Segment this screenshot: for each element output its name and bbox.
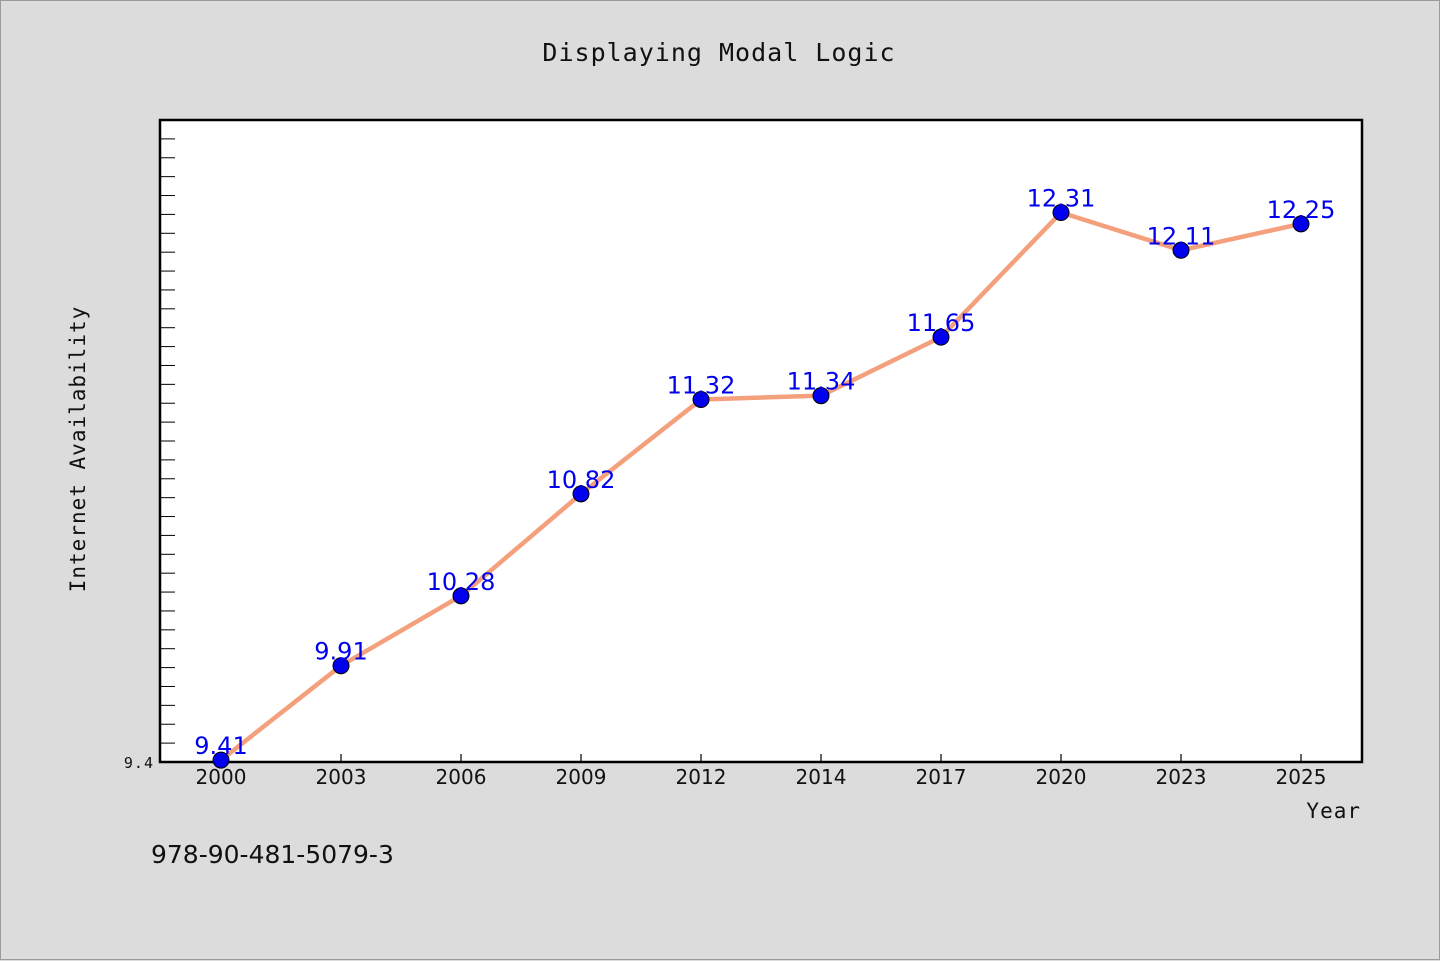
data-point bbox=[1052, 204, 1070, 222]
data-label: 12.25 bbox=[1267, 196, 1336, 224]
data-label: 11.34 bbox=[787, 368, 856, 396]
x-axis-ticks bbox=[220, 754, 1302, 762]
x-axis-tick-labels: 2000 2003 2006 2009 2012 2014 2017 2020 2023 2025 bbox=[196, 765, 1327, 789]
data-label: 9.41 bbox=[194, 732, 247, 760]
x-axis-label: Year bbox=[1306, 799, 1361, 823]
x-tick-label: 2009 bbox=[556, 765, 607, 789]
data-label: 9.91 bbox=[314, 638, 367, 666]
data-label: 12.31 bbox=[1027, 185, 1096, 213]
data-point bbox=[932, 328, 950, 346]
x-tick-label: 2014 bbox=[796, 765, 847, 789]
data-label: 10.28 bbox=[427, 568, 496, 596]
data-point bbox=[332, 657, 350, 675]
y-axis-ticks bbox=[160, 119, 175, 763]
y-tick-label: 9.4 bbox=[124, 754, 154, 772]
chart-title: Displaying Modal Logic bbox=[542, 38, 895, 67]
y-axis-label: Internet Availability bbox=[66, 306, 90, 593]
x-tick-label: 2003 bbox=[316, 765, 367, 789]
x-tick-label: 2025 bbox=[1276, 765, 1327, 789]
data-point bbox=[812, 387, 830, 405]
x-tick-label: 2017 bbox=[916, 765, 967, 789]
x-tick-label: 2012 bbox=[676, 765, 727, 789]
data-label: 12.11 bbox=[1147, 222, 1216, 250]
data-label: 10.82 bbox=[547, 466, 616, 494]
x-tick-label: 2020 bbox=[1036, 765, 1087, 789]
series-line bbox=[219, 210, 1302, 762]
x-tick-label: 2023 bbox=[1156, 765, 1207, 789]
series-markers bbox=[212, 204, 1310, 769]
data-point bbox=[212, 751, 230, 769]
data-point bbox=[1172, 241, 1190, 259]
data-label: 11.32 bbox=[667, 371, 736, 399]
footer-code: 978-90-481-5079-3 bbox=[151, 840, 394, 869]
data-labels: 9.41 9.91 10.28 10.82 11.32 11.34 11.65 12.31 12… bbox=[194, 185, 1335, 761]
data-point bbox=[452, 587, 470, 605]
data-point bbox=[692, 390, 710, 408]
data-label: 11.65 bbox=[907, 309, 976, 337]
data-point bbox=[572, 485, 590, 503]
x-tick-label: 2006 bbox=[436, 765, 487, 789]
x-tick-label: 2000 bbox=[196, 765, 247, 789]
data-point bbox=[1292, 215, 1310, 233]
